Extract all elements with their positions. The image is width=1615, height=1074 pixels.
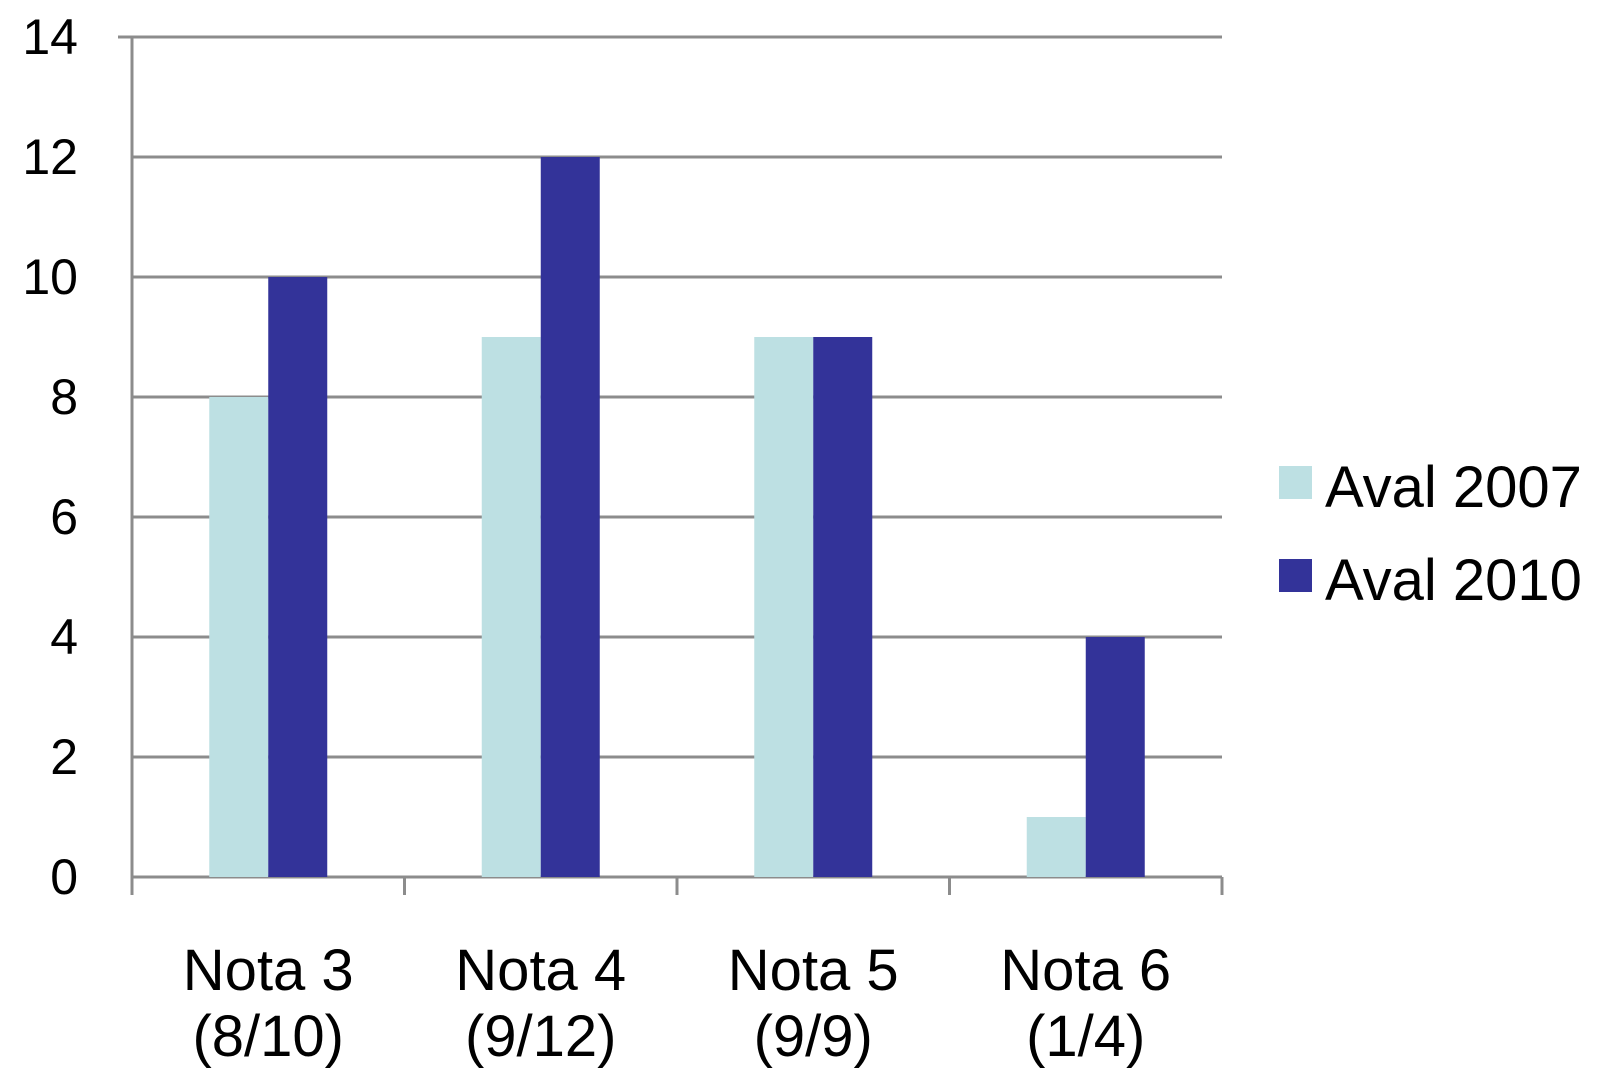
x-category-label-line: (9/12)	[465, 1004, 617, 1069]
bars	[209, 157, 1145, 877]
x-category-label-line: Nota 3	[183, 938, 354, 1003]
y-tick-label: 8	[50, 369, 78, 425]
x-category-label-line: (8/10)	[192, 1004, 344, 1069]
x-category-label-line: Nota 6	[1000, 938, 1171, 1003]
x-category-label-line: (9/9)	[754, 1004, 873, 1069]
bar-aval-2007	[1026, 817, 1086, 877]
legend-swatch	[1279, 466, 1312, 499]
legend: Aval 2007 Aval 2010	[1279, 455, 1582, 613]
y-tick-label: 12	[22, 129, 78, 185]
bar-aval-2010	[1085, 637, 1145, 877]
x-category-label: Nota 6 (1/4)	[1000, 938, 1171, 1069]
x-category-label: Nota 4 (9/12)	[455, 938, 626, 1069]
x-category-labels: Nota 3 (8/10)Nota 4 (9/12)Nota 5 (9/9)Nota …	[183, 938, 1171, 1069]
y-tick-label: 2	[50, 729, 78, 785]
legend-swatch	[1279, 559, 1312, 592]
bar-aval-2010	[540, 157, 600, 877]
y-tick-label: 10	[22, 249, 78, 305]
bar-aval-2010	[813, 337, 873, 877]
bar-aval-2007	[754, 337, 814, 877]
y-tick-label: 14	[22, 9, 78, 65]
legend-label: Aval 2010	[1325, 548, 1582, 613]
legend-label: Aval 2007	[1325, 455, 1582, 520]
x-category-label: Nota 3 (8/10)	[183, 938, 354, 1069]
x-category-label: Nota 5 (9/9)	[728, 938, 899, 1069]
y-tick-labels: 0 2 4 6 8 10 12 14	[22, 9, 78, 905]
bar-aval-2007	[209, 397, 269, 877]
y-tick-label: 0	[50, 849, 78, 905]
x-category-label-line: Nota 4	[455, 938, 626, 1003]
x-category-label-line: (1/4)	[1026, 1004, 1145, 1069]
bar-aval-2007	[481, 337, 541, 877]
x-category-label-line: Nota 5	[728, 938, 899, 1003]
y-tick-label: 4	[50, 609, 78, 665]
bar-aval-2010	[268, 277, 328, 877]
y-tick-label: 6	[50, 489, 78, 545]
